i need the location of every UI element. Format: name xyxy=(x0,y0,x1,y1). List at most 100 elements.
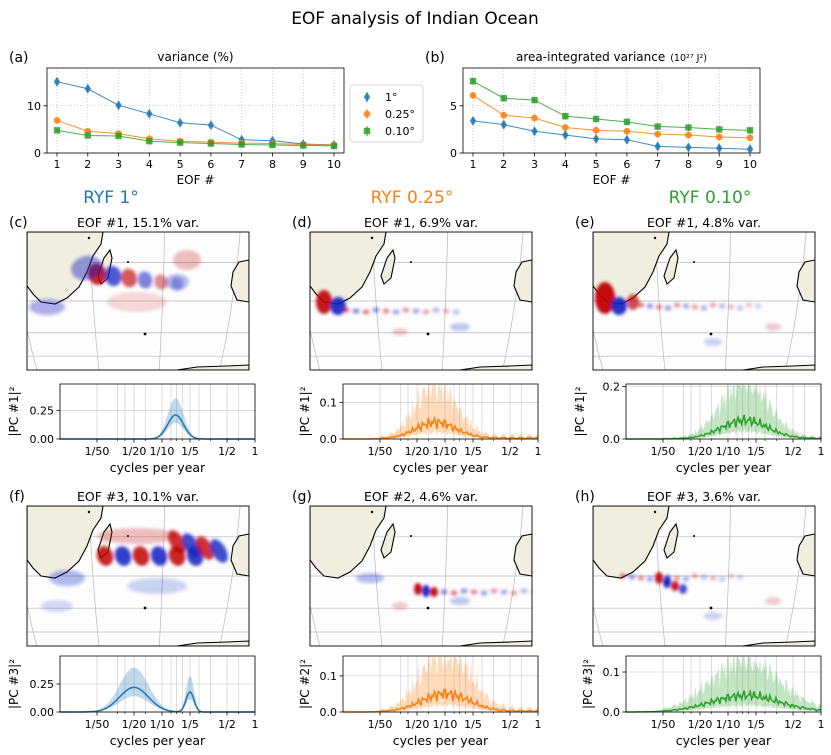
chart-title-unit: (10²⁷ J²) xyxy=(670,53,707,64)
eof-blob xyxy=(104,265,122,287)
island xyxy=(87,236,91,240)
map-frame xyxy=(592,231,816,371)
madagascar-landmass xyxy=(663,248,679,285)
data-point xyxy=(654,141,661,152)
eof-pattern xyxy=(595,282,781,346)
eof-blob xyxy=(709,302,717,308)
madagascar-landmass xyxy=(663,522,679,559)
eof-blob xyxy=(412,308,420,314)
data-point xyxy=(716,143,723,154)
antarctica-edge xyxy=(742,640,815,646)
graticule-meridian xyxy=(27,603,38,646)
eof-blob xyxy=(165,274,189,290)
eof-blob xyxy=(520,588,528,594)
chart-title: variance (%) xyxy=(157,50,233,64)
island xyxy=(143,606,147,610)
series-line-0 xyxy=(472,120,751,150)
plot-bg xyxy=(343,656,538,712)
africa-landmass xyxy=(310,232,387,305)
x-tick-label: 6 xyxy=(207,158,214,171)
data-point xyxy=(654,123,661,130)
panel-label: (c) xyxy=(9,215,28,231)
plot-bg xyxy=(343,384,538,439)
eof-blob xyxy=(736,305,744,311)
data-point xyxy=(592,126,600,134)
data-point xyxy=(685,131,692,139)
x-tick-label: 6 xyxy=(623,158,630,171)
island xyxy=(410,261,412,263)
panel-label: (h) xyxy=(575,489,595,505)
confidence-band xyxy=(626,385,821,439)
eof-blob xyxy=(510,590,518,596)
graticule-meridian xyxy=(785,232,807,370)
x-tick-label: 2 xyxy=(500,158,507,171)
y-tick-label: 0.0 xyxy=(320,433,338,446)
island xyxy=(693,261,695,263)
eof-blob xyxy=(765,597,781,605)
column-title: RYF 1° xyxy=(83,188,139,208)
data-point xyxy=(269,141,276,149)
eof-blob xyxy=(595,282,615,314)
legend-label: 0.10° xyxy=(385,125,415,138)
x-tick-label: 3 xyxy=(531,158,538,171)
eof-blob xyxy=(432,307,440,313)
series-line-1 xyxy=(56,119,335,146)
x-tick-label: 9 xyxy=(300,158,307,171)
island xyxy=(127,261,129,263)
x-tick-label: 2 xyxy=(84,158,91,171)
series-line-0 xyxy=(56,81,335,146)
x-tick-label: 1/20 xyxy=(688,445,713,458)
eof-blob xyxy=(342,307,350,313)
x-axis-label: cycles per year xyxy=(676,460,772,475)
axes-frame xyxy=(625,655,822,713)
eof-blob xyxy=(611,297,627,315)
legend-marker xyxy=(363,127,371,135)
eof-blob xyxy=(655,304,663,310)
eof-blob xyxy=(96,546,114,566)
graticule-meridian xyxy=(219,232,241,370)
map-title: EOF #3, 3.6% var. xyxy=(647,489,761,504)
eof-blob xyxy=(765,323,781,331)
data-point xyxy=(531,126,538,137)
madagascar-landmass xyxy=(380,522,396,559)
island xyxy=(370,236,374,240)
eof-blob xyxy=(718,576,726,582)
x-tick-label: 1/2 xyxy=(218,445,236,458)
x-tick-label: 1/5 xyxy=(464,445,482,458)
eof-blob xyxy=(664,305,672,311)
x-axis-label: cycles per year xyxy=(393,733,489,748)
africa-landmass xyxy=(593,506,670,579)
eof-blob xyxy=(392,602,408,610)
y-axis-label: |PC #1|² xyxy=(298,386,312,436)
x-axis-label: EOF # xyxy=(177,173,215,187)
data-point xyxy=(84,132,91,139)
graticule-meridian xyxy=(502,232,524,370)
series-line-2 xyxy=(56,129,335,147)
graticule-meridian xyxy=(271,506,304,646)
data-point xyxy=(685,142,692,153)
map-content xyxy=(27,506,304,646)
axes-frame xyxy=(625,383,822,440)
data-point xyxy=(592,115,600,123)
map-content xyxy=(593,506,815,646)
x-tick-label: 1 xyxy=(535,718,542,731)
series-line-1 xyxy=(472,94,751,139)
data-point xyxy=(53,76,61,87)
x-tick-label: 1 xyxy=(54,158,61,171)
antarctica-edge xyxy=(459,364,532,370)
map-content xyxy=(310,232,532,370)
eof-blob xyxy=(671,581,679,591)
x-tick-label: 1/5 xyxy=(181,445,199,458)
legend-label: 1° xyxy=(385,91,398,104)
eof-map: EOF #1, 15.1% var. (c) xyxy=(9,215,250,371)
data-point xyxy=(716,126,723,133)
x-tick-label: 1 xyxy=(818,718,825,731)
y-tick-label: 0 xyxy=(450,147,457,160)
data-point xyxy=(592,133,600,144)
panel-label: (b) xyxy=(425,50,445,66)
x-tick-label: 1/10 xyxy=(150,718,175,731)
x-tick-label: 10 xyxy=(327,158,341,171)
x-axis-label: cycles per year xyxy=(110,733,206,748)
eof-pattern xyxy=(316,290,470,336)
confidence-band xyxy=(60,667,255,712)
